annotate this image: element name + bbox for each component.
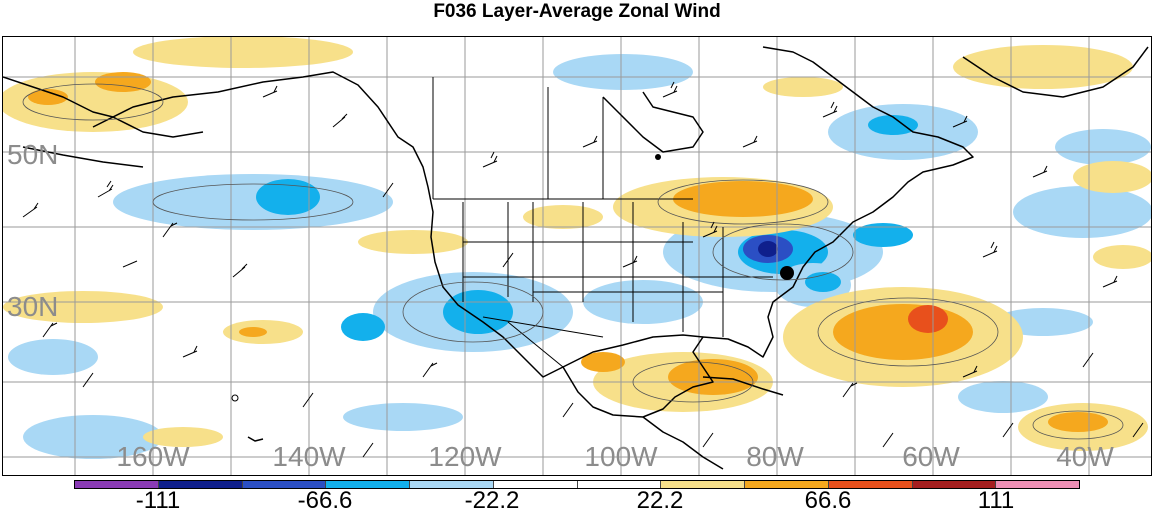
shade-light-yellow: [763, 77, 843, 97]
shade-orange: [673, 181, 813, 217]
station-dot: [780, 266, 794, 280]
contour-lines: [22, 83, 1124, 440]
colorbar-swatch-5: [493, 481, 578, 488]
map-title: F036 Layer-Average Zonal Wind: [433, 1, 721, 22]
shade-orange: [581, 352, 625, 372]
lon-label-100w: 100W: [584, 441, 658, 472]
colorbar-label-111: 111: [977, 487, 1015, 514]
shade-light-blue: [343, 403, 463, 431]
coastline-cuba: [702, 376, 784, 396]
colorbar-swatch-4: [410, 481, 494, 488]
station-markers: [231, 154, 794, 402]
colorbar-swatch-1: [158, 481, 243, 488]
colorbar-label-neg22: -22.2: [464, 487, 520, 514]
shade-navy: [758, 241, 778, 257]
colorbar: [74, 480, 1080, 489]
station-circle: [231, 394, 239, 402]
shade-light-blue: [958, 381, 1048, 413]
shade-mid-blue: [443, 290, 513, 334]
shade-orange: [833, 304, 973, 360]
shading-layer: [3, 37, 1151, 459]
colorbar-label-neg111: -111: [135, 487, 181, 514]
coastlines: [3, 46, 1149, 470]
shade-orange: [239, 327, 267, 337]
coastline-hawaii: [247, 436, 264, 442]
shade-light-yellow: [1093, 245, 1151, 269]
colorbar-swatch-9: [828, 481, 913, 488]
shade-mid-blue: [256, 179, 320, 215]
colorbar-swatch-7: [661, 481, 745, 488]
station-dot: [655, 154, 661, 160]
lon-label-120w: 120W: [428, 441, 502, 472]
colorbar-label-neg66: -66.6: [297, 487, 353, 514]
coastline-greenland: [962, 46, 1149, 98]
wind-map: 50N 30N 160W 140W 120W 100W 80W 60W 40W: [2, 36, 1152, 476]
coastline-hudson-bay: [602, 91, 704, 153]
colorbar-swatch-2: [242, 481, 327, 488]
shade-light-blue: [553, 54, 693, 90]
shade-light-yellow: [3, 291, 163, 323]
colorbar-swatch-3: [326, 481, 410, 488]
colorbar-label-22: 22.2: [636, 487, 684, 514]
shade-light-yellow: [143, 427, 223, 447]
shade-light-blue: [8, 339, 98, 375]
wind-barbs: [22, 81, 1144, 458]
colorbar-swatch-10: [912, 481, 997, 488]
map-canvas: [3, 37, 1151, 475]
shade-mid-blue: [853, 223, 913, 247]
shade-orange: [28, 89, 68, 105]
shade-light-blue: [23, 415, 163, 459]
coastline-north-america: [92, 46, 974, 418]
shade-light-blue: [113, 174, 393, 230]
shade-light-blue: [1013, 186, 1151, 238]
political-boundaries: [432, 77, 773, 368]
shade-light-yellow: [133, 37, 353, 68]
shade-light-yellow: [523, 205, 603, 229]
colorbar-swatch-8: [745, 481, 829, 488]
shade-mid-blue: [341, 313, 385, 341]
coastline-gulf: [562, 334, 704, 368]
lat-label-30n: 30N: [7, 291, 59, 322]
shade-light-yellow: [1073, 161, 1151, 193]
lon-label-40w: 40W: [1056, 441, 1114, 472]
lon-label-160w: 160W: [116, 441, 190, 472]
graticule: [3, 37, 1151, 475]
shade-orange: [1048, 412, 1108, 432]
coastline-alaska: [3, 76, 204, 138]
lon-label-60w: 60W: [902, 441, 960, 472]
shade-light-blue: [1055, 129, 1151, 165]
colorbar-swatch-6: [577, 481, 662, 488]
lon-label-140w: 140W: [272, 441, 346, 472]
lon-label-80w: 80W: [746, 441, 804, 472]
coastline-central-america: [642, 416, 724, 470]
shade-light-yellow: [358, 230, 468, 254]
colorbar-swatch-0: [75, 481, 159, 488]
colorbar-swatch-11: [996, 481, 1079, 488]
shade-red-orange: [908, 305, 948, 333]
shade-light-yellow: [953, 45, 1133, 89]
shade-mid-blue: [868, 115, 918, 135]
coastline-aleutians: [22, 146, 144, 168]
lat-label-50n: 50N: [7, 139, 59, 170]
colorbar-label-66: 66.6: [804, 487, 852, 514]
